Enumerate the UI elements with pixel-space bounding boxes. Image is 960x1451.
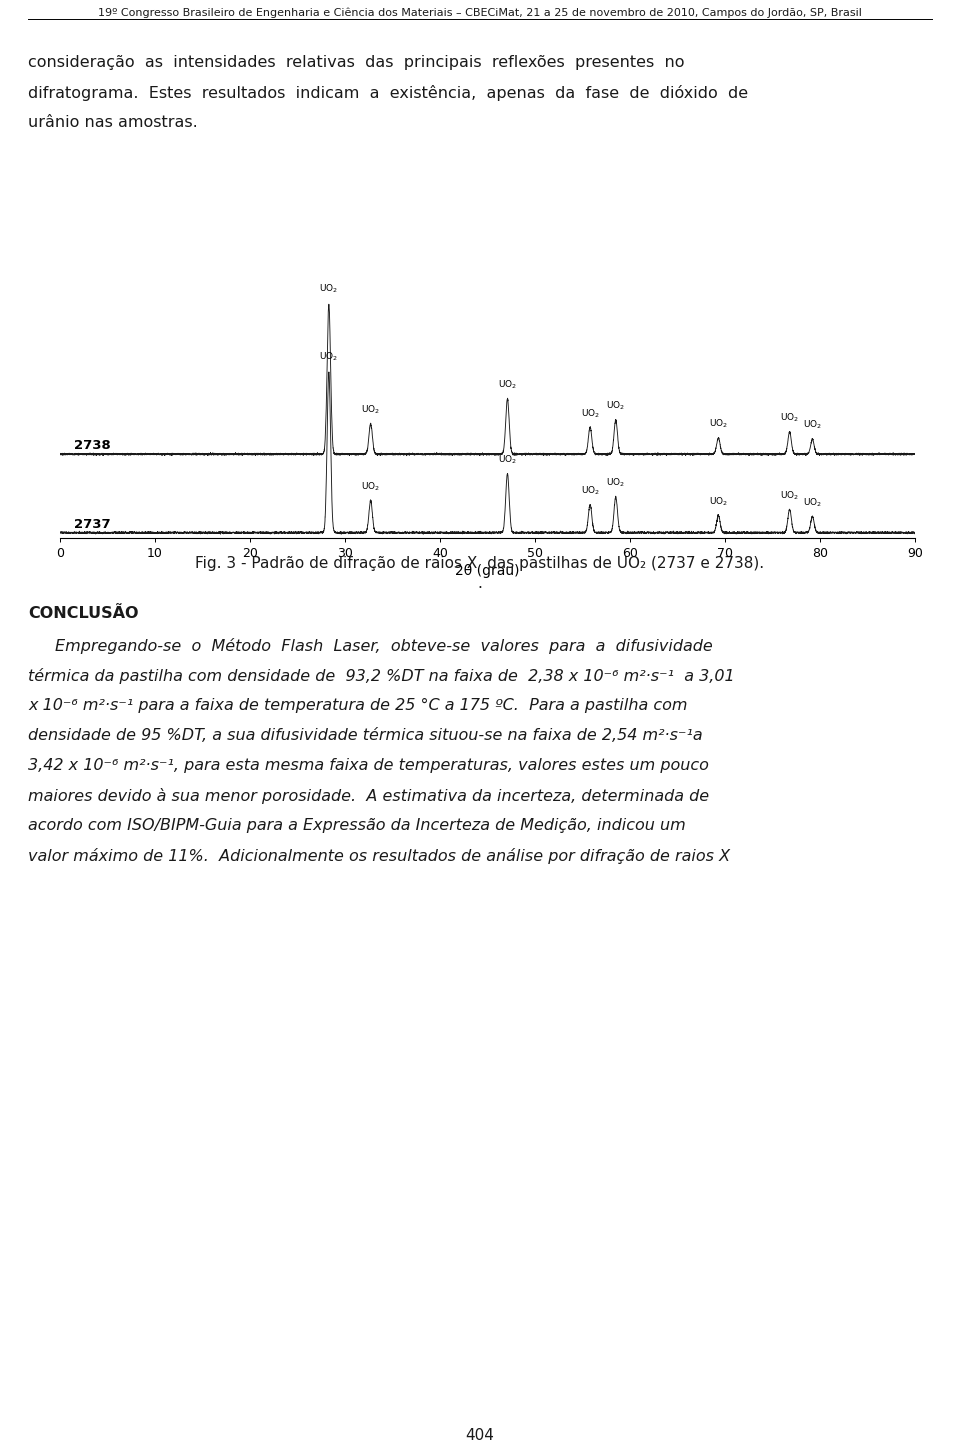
Text: UO$_2$: UO$_2$	[498, 379, 517, 390]
Text: UO$_2$: UO$_2$	[320, 351, 339, 363]
Text: consideração  as  intensidades  relativas  das  principais  reflexões  presentes: consideração as intensidades relativas d…	[28, 55, 684, 70]
Text: x 10⁻⁶ m²·s⁻¹ para a faixa de temperatura de 25 °C a 175 ºC.  Para a pastilha co: x 10⁻⁶ m²·s⁻¹ para a faixa de temperatur…	[28, 698, 687, 712]
Text: UO$_2$: UO$_2$	[581, 485, 600, 496]
Text: valor máximo de 11%.  Adicionalmente os resultados de análise por difração de ra: valor máximo de 11%. Adicionalmente os r…	[28, 847, 731, 863]
Text: térmica da pastilha com densidade de  93,2 %DT na faixa de  2,38 x 10⁻⁶ m²·s⁻¹  : térmica da pastilha com densidade de 93,…	[28, 667, 734, 683]
X-axis label: 2θ (grau): 2θ (grau)	[455, 564, 519, 577]
Text: UO$_2$: UO$_2$	[581, 408, 600, 419]
Text: UO$_2$: UO$_2$	[606, 476, 625, 489]
Text: UO$_2$: UO$_2$	[606, 400, 625, 412]
Text: urânio nas amostras.: urânio nas amostras.	[28, 115, 198, 131]
Text: 2737: 2737	[74, 518, 110, 531]
Text: .: .	[477, 576, 483, 591]
Text: UO$_2$: UO$_2$	[361, 480, 380, 493]
Text: 3,42 x 10⁻⁶ m²·s⁻¹, para esta mesma faixa de temperaturas, valores estes um pouc: 3,42 x 10⁻⁶ m²·s⁻¹, para esta mesma faix…	[28, 757, 708, 773]
Text: UO$_2$: UO$_2$	[320, 283, 339, 296]
Text: acordo com ISO/BIPM-Guia para a Expressão da Incerteza de Medição, indicou um: acordo com ISO/BIPM-Guia para a Expressã…	[28, 818, 685, 833]
Text: UO$_2$: UO$_2$	[803, 496, 822, 509]
Text: UO$_2$: UO$_2$	[780, 412, 799, 424]
Text: difratograma.  Estes  resultados  indicam  a  existência,  apenas  da  fase  de : difratograma. Estes resultados indicam a…	[28, 86, 748, 102]
Text: Fig. 3 - Padrão de difração de raios X  das pastilhas de UO₂ (2737 e 2738).: Fig. 3 - Padrão de difração de raios X d…	[196, 556, 764, 572]
Text: densidade de 95 %DT, a sua difusividade térmica situou-se na faixa de 2,54 m²·s⁻: densidade de 95 %DT, a sua difusividade …	[28, 728, 703, 743]
Text: UO$_2$: UO$_2$	[780, 489, 799, 502]
Text: UO$_2$: UO$_2$	[361, 403, 380, 416]
Text: 2738: 2738	[74, 440, 111, 453]
Text: 404: 404	[466, 1428, 494, 1442]
Text: UO$_2$: UO$_2$	[708, 495, 728, 508]
Text: maiores devido à sua menor porosidade.  A estimativa da incerteza, determinada d: maiores devido à sua menor porosidade. A…	[28, 788, 709, 804]
Text: CONCLUSÃO: CONCLUSÃO	[28, 607, 138, 621]
Text: Empregando-se  o  Método  Flash  Laser,  obteve-se  valores  para  a  difusivida: Empregando-se o Método Flash Laser, obte…	[55, 638, 712, 654]
Text: UO$_2$: UO$_2$	[498, 453, 517, 466]
Text: UO$_2$: UO$_2$	[803, 419, 822, 431]
Text: UO$_2$: UO$_2$	[708, 418, 728, 431]
Text: 19º Congresso Brasileiro de Engenharia e Ciência dos Materiais – CBECiMat, 21 a : 19º Congresso Brasileiro de Engenharia e…	[98, 9, 862, 19]
